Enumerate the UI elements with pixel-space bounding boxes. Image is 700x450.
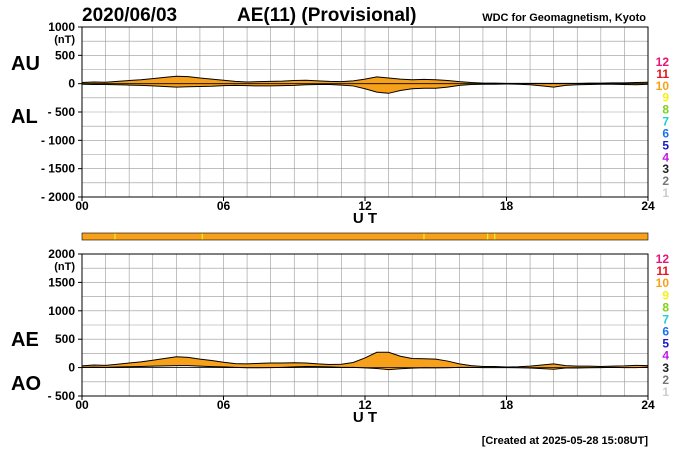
- x-tick-label: 24: [641, 199, 655, 213]
- station-count-label: 12: [656, 55, 670, 69]
- station-count-label: 4: [662, 349, 669, 363]
- y-tick-label: 500: [55, 332, 75, 346]
- au-al-unit: (nT): [54, 34, 75, 46]
- x-tick-label: 00: [75, 398, 89, 412]
- au-al-y-ticks: 1000 500 0 - 500 - 1000 - 1500 - 2000: [41, 20, 82, 204]
- y-tick-label: 1000: [48, 20, 75, 34]
- station-count-label: 10: [656, 79, 670, 93]
- x-tick-label: 12: [358, 199, 372, 213]
- y-tick-label: - 1000: [41, 133, 75, 147]
- ae-ao-x-label: U T: [353, 409, 377, 426]
- y-tick-label: 0: [68, 361, 75, 375]
- station-count-label: 5: [662, 337, 669, 351]
- ao-label: AO: [11, 373, 41, 395]
- station-bar-fill: [81, 232, 649, 241]
- ae-ao-unit: (nT): [54, 261, 75, 273]
- ae-label: AE: [11, 329, 39, 351]
- station-count-label: 12: [656, 252, 670, 266]
- chart-title: AE(11) (Provisional): [237, 5, 417, 26]
- al-label: AL: [11, 106, 38, 128]
- ae-ao-y-ticks: 2000 1500 1000 500 0 - 500: [48, 247, 82, 403]
- x-tick-label: 18: [500, 199, 514, 213]
- station-count-label: 11: [656, 264, 669, 278]
- station-count-label: 9: [662, 91, 669, 105]
- y-tick-label: - 1500: [41, 162, 75, 176]
- x-tick-label: 00: [75, 199, 89, 213]
- station-count-label: 7: [662, 115, 669, 129]
- source-label: WDC for Geomagnetism, Kyoto: [482, 12, 646, 24]
- y-tick-label: - 2000: [41, 190, 75, 204]
- y-tick-label: 0: [68, 77, 75, 91]
- au-al-x-ticks: 00 06 12 18 24: [75, 197, 655, 213]
- station-count-label: 4: [662, 150, 669, 164]
- x-tick-label: 18: [500, 398, 514, 412]
- y-tick-label: 500: [55, 48, 75, 62]
- y-tick-label: - 500: [48, 105, 76, 119]
- station-count-label: 8: [662, 300, 669, 314]
- y-tick-label: 1500: [48, 275, 75, 289]
- ae-ao-x-ticks: 00 06 12 18 24: [75, 396, 655, 412]
- created-timestamp: [Created at 2025-05-28 15:08UT]: [482, 435, 649, 447]
- ae-line: [81, 351, 649, 368]
- station-count-label: 6: [662, 126, 669, 140]
- station-count-label: 2: [662, 373, 669, 387]
- station-count-label: 1: [662, 186, 669, 200]
- au-label: AU: [11, 53, 40, 75]
- station-coverage-bar: [81, 232, 649, 241]
- station-count-label: 11: [656, 67, 669, 81]
- station-count-label: 7: [662, 312, 669, 326]
- al-line: [81, 83, 649, 94]
- station-count-label: 5: [662, 138, 669, 152]
- ae-ao-grid: [82, 254, 648, 396]
- x-tick-label: 06: [217, 199, 231, 213]
- y-tick-label: 1000: [48, 304, 75, 318]
- station-count-label: 1: [662, 385, 669, 399]
- station-count-label: 6: [662, 325, 669, 339]
- au-al-x-label: U T: [353, 210, 377, 227]
- station-count-label: 3: [662, 361, 669, 375]
- station-count-label: 10: [656, 276, 670, 290]
- station-count-label: 2: [662, 174, 669, 188]
- x-tick-label: 06: [217, 398, 231, 412]
- x-tick-label: 24: [641, 398, 655, 412]
- x-tick-label: 12: [358, 398, 372, 412]
- y-tick-label: 2000: [48, 247, 75, 261]
- au-al-grid: [82, 27, 648, 197]
- date-title: 2020/06/03: [82, 5, 177, 26]
- y-tick-label: - 500: [48, 389, 76, 403]
- station-count-label: 8: [662, 103, 669, 117]
- station-count-label: 3: [662, 162, 669, 176]
- ae-ao-area: [82, 352, 648, 370]
- station-count-label: 9: [662, 288, 669, 302]
